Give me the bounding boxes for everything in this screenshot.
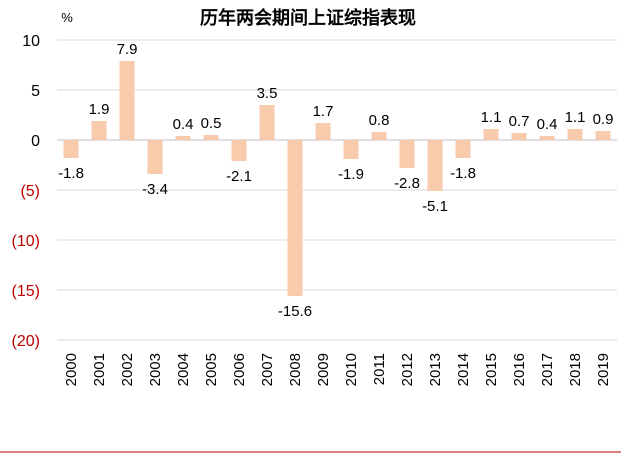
x-tick-label: 2013 [427,353,444,386]
x-tick-label: 2007 [259,353,276,386]
x-tick-label: 2012 [399,353,416,386]
bar [595,131,611,140]
y-tick-label: 0 [31,133,40,150]
bar [91,121,107,140]
x-tick-label: 2008 [287,353,304,386]
data-label: -2.8 [394,175,420,192]
x-tick-label: 2018 [567,353,584,386]
data-label: -2.1 [226,168,252,185]
x-tick-label: 2017 [539,353,556,386]
chart-title: 历年两会期间上证综指表现 [200,7,416,29]
bar [175,136,191,140]
bar [455,140,471,158]
data-label: 0.8 [369,112,390,129]
data-label: -1.9 [338,166,364,183]
data-label: 1.7 [313,103,334,120]
gridlines [57,39,617,341]
data-label: 1.1 [481,109,502,126]
bar [63,140,79,158]
y-tick-label: 10 [22,33,40,50]
bar [147,140,163,174]
y-axis-unit: % [61,10,73,25]
bar [315,123,331,140]
x-tick-label: 2002 [119,353,136,386]
x-tick-label: 2016 [511,353,528,386]
data-label: 0.9 [593,111,614,128]
bar [343,140,359,159]
data-label: -1.8 [58,165,84,182]
x-tick-label: 2015 [483,353,500,386]
bar [427,140,443,191]
data-label: -1.8 [450,165,476,182]
data-label: 0.5 [201,115,222,132]
bar [259,105,275,140]
x-tick-label: 2011 [371,353,388,385]
data-label: 0.4 [537,116,558,133]
data-label: 0.4 [173,116,194,133]
bar [231,140,247,161]
x-tick-label: 2006 [231,353,248,386]
y-tick-label: (10) [12,233,40,250]
data-labels: -1.8 1.9 7.9 -3.4 0.4 0.5 -2.1 3.5 -15.6 1.7 -1.9 0… [58,41,613,320]
data-label: -5.1 [422,198,448,215]
y-tick-label: (20) [12,333,40,350]
x-tick-label: 2001 [91,353,108,386]
x-tick-label: 2010 [343,353,360,386]
data-label: -3.4 [142,181,168,198]
bar [287,140,303,296]
y-tick-label: 5 [31,83,40,100]
x-tick-label: 2009 [315,353,332,386]
data-label: 7.9 [117,41,138,58]
data-label: 1.9 [89,101,110,118]
y-tick-label: (15) [12,283,40,300]
data-label: 0.7 [509,113,530,130]
x-tick-label: 2003 [147,353,164,386]
data-label: 1.1 [565,109,586,126]
data-label: -15.6 [278,303,312,320]
bar [399,140,415,168]
data-label: 3.5 [257,85,278,102]
x-tick-label: 2005 [203,353,220,386]
bar [567,129,583,140]
x-tick-label: 2004 [175,353,192,386]
x-axis-ticks: 2000 2001 2002 2003 2004 2005 2006 2007 2008 2009… [63,353,612,386]
bar [539,136,555,140]
x-tick-label: 2014 [455,353,472,386]
bar [203,135,219,140]
x-tick-label: 2019 [595,353,612,386]
bar [119,61,135,140]
y-axis-ticks: 10 5 0 (5) (10) (15) (20) [12,33,41,350]
bars [63,61,611,296]
y-tick-label: (5) [20,183,40,200]
bar [483,129,499,140]
x-tick-label: 2000 [63,353,80,386]
bar [511,133,527,140]
bar [371,132,387,140]
